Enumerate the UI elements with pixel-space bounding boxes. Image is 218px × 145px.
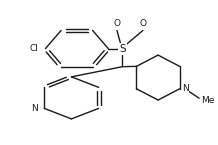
- Text: Cl: Cl: [29, 44, 38, 53]
- Text: N: N: [182, 84, 189, 93]
- Text: O: O: [139, 19, 146, 28]
- Text: S: S: [119, 44, 126, 54]
- Text: Me: Me: [201, 96, 215, 105]
- Text: N: N: [31, 104, 38, 113]
- Text: O: O: [113, 19, 120, 28]
